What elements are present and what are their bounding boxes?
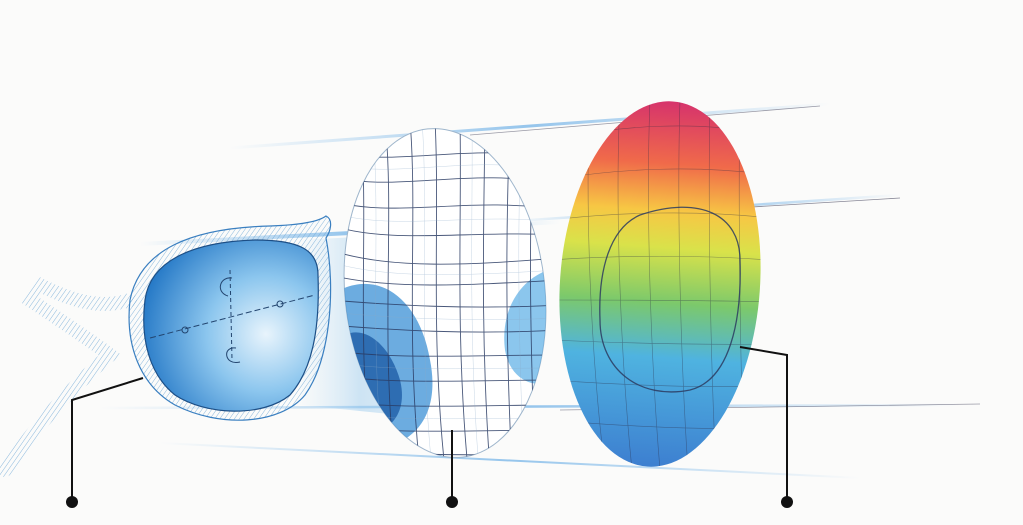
progression-zone-outline: [599, 206, 741, 393]
callout-dot-frame: [66, 496, 78, 508]
callout-dot-power-map: [781, 496, 793, 508]
callout-dots: [66, 496, 793, 508]
callout-frame-line: [71, 377, 144, 500]
spectacle-frame: [0, 215, 332, 477]
callout-dot-mesh: [446, 496, 458, 508]
frame-lens: [143, 239, 319, 412]
callout-power-map-line: [739, 346, 788, 500]
callout-lines: [71, 346, 788, 500]
lens-markings: [149, 269, 316, 363]
lens-surface-mesh: [329, 119, 561, 468]
power-map-lens: [549, 99, 771, 471]
